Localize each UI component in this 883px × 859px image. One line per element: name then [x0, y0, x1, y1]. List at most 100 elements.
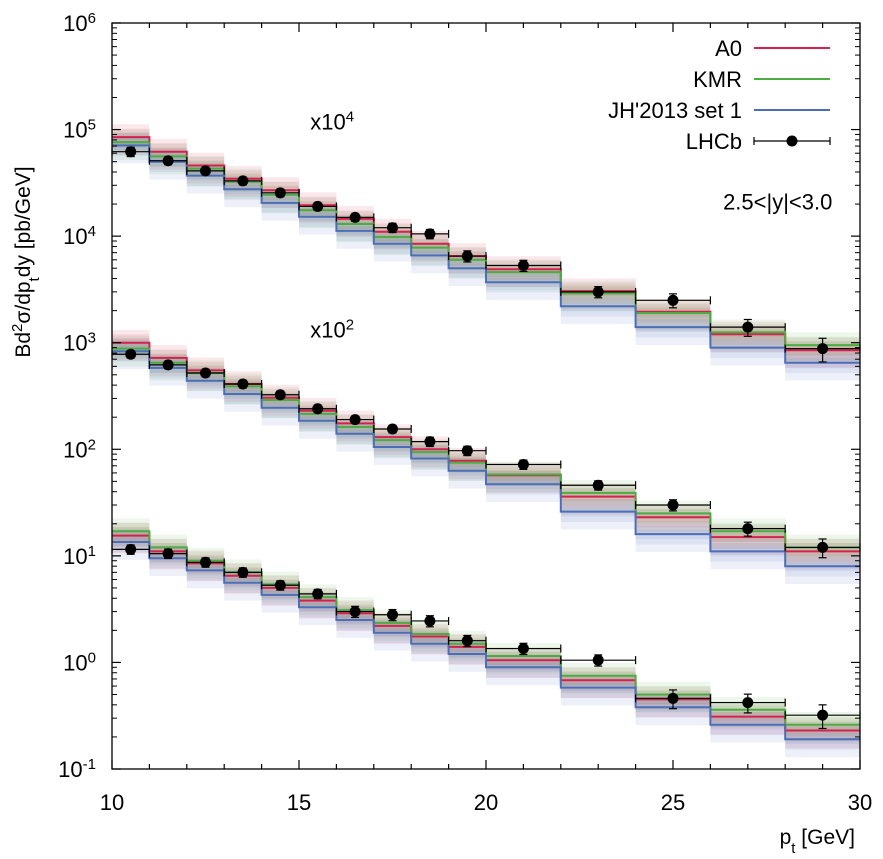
- y-tick-label-4: 104: [63, 223, 96, 250]
- band-jh2013-g1-b12-0: [635, 521, 711, 552]
- band-jh2013-g0-b7-0: [373, 230, 412, 262]
- legend-label: LHCb: [686, 129, 742, 154]
- lhcb-point-g0-7: [373, 222, 412, 234]
- band-jh2013-g1-b11-0: [560, 498, 636, 530]
- band-jh2013-g0-b13-0: [710, 334, 786, 366]
- band-jh2013-g0-b10-0: [486, 269, 561, 301]
- legend-label: A0: [715, 36, 742, 61]
- band-jh2013-g1-b10-0: [486, 471, 561, 503]
- legend-item-3: LHCb: [686, 129, 831, 154]
- legend-item-1: KMR: [693, 67, 830, 92]
- lhcb-point-g2-5: [298, 588, 337, 600]
- band-jh2013-g0-b11-0: [560, 293, 636, 325]
- lhcb-point-g2-8: [410, 615, 450, 628]
- lhcb-point-g2-13: [709, 693, 786, 714]
- marker: [387, 423, 398, 435]
- x-tick-label-25: 25: [661, 790, 685, 815]
- marker: [387, 222, 398, 234]
- marker: [162, 359, 174, 371]
- x-tick-labels: 10 15 20 25 30: [100, 790, 872, 815]
- marker: [742, 523, 754, 535]
- band-jh2013-g1-b6-0: [336, 420, 374, 452]
- lhcb-point-g0-12: [634, 293, 712, 309]
- lhcb-point-g2-1: [148, 548, 188, 560]
- lhcb-point-g1-9: [448, 445, 487, 457]
- y-axis-title: Bd2σ/dptdy [pb/GeV]: [9, 166, 43, 357]
- lhcb-point-g0-10: [485, 259, 562, 273]
- lhcb-point-g2-10: [485, 642, 562, 656]
- lhcb-point-g1-1: [148, 359, 188, 371]
- y-tick-label-1: 101: [63, 542, 96, 569]
- y-tick-label-6: 106: [63, 10, 96, 37]
- marker: [162, 155, 174, 167]
- marker: [349, 211, 361, 223]
- annotation-2: 2.5<|y|<3.0: [723, 190, 832, 215]
- marker: [237, 175, 249, 187]
- band-jh2013-g2-b5-0: [299, 594, 337, 626]
- marker: [237, 378, 249, 390]
- lhcb-point-g2-9: [448, 634, 487, 648]
- line-jh2013-g2: [112, 541, 860, 741]
- x-axis-title: pt [GeV]: [780, 826, 855, 857]
- y-tick-label--1: 10-1: [58, 756, 96, 783]
- y-tick-label-0: 100: [63, 649, 96, 676]
- marker: [424, 228, 436, 240]
- line-kmr-g0: [112, 141, 860, 347]
- legend-label: KMR: [693, 67, 742, 92]
- marker: [667, 499, 679, 511]
- marker: [461, 250, 473, 262]
- marker: [817, 541, 829, 553]
- marker: [517, 643, 529, 655]
- lhcb-point-g0-1: [148, 155, 188, 167]
- lhcb-point-g0-4: [261, 187, 300, 199]
- marker: [274, 579, 286, 591]
- marker: [125, 543, 137, 555]
- lhcb-point-g1-3: [223, 378, 263, 390]
- marker: [592, 286, 604, 298]
- lhcb-point-g2-2: [186, 556, 225, 568]
- marker: [592, 654, 604, 666]
- band-jh2013-g0-b12-0: [635, 314, 711, 345]
- marker: [162, 548, 174, 560]
- lhcb-point-g1-2: [186, 367, 225, 379]
- lhcb-point-g1-5: [298, 403, 337, 415]
- marker: [517, 458, 529, 470]
- legend-marker: [786, 135, 798, 147]
- marker: [742, 697, 754, 709]
- x-tick-label-30: 30: [848, 790, 872, 815]
- lhcb-point-g1-12: [634, 499, 712, 512]
- y-tick-label-2: 102: [63, 436, 96, 463]
- marker: [517, 260, 529, 272]
- band-a0-g2-b11-0: [560, 667, 636, 699]
- lhcb-point-g1-7: [373, 423, 412, 435]
- line-jh2013-g1: [112, 350, 860, 568]
- marker: [349, 414, 361, 426]
- lhcb-point-g1-13: [709, 521, 786, 537]
- band-jh2013-g2-b14-0: [785, 726, 860, 758]
- lhcb-point-g0-8: [410, 228, 450, 240]
- marker: [274, 389, 286, 401]
- x-tick-label-15: 15: [287, 790, 311, 815]
- legend: A0 KMR JH'2013 set 1 LHCb: [608, 36, 831, 154]
- legend-item-2: JH'2013 set 1: [608, 98, 830, 123]
- lhcb-point-g0-2: [186, 165, 225, 177]
- marker: [200, 556, 211, 568]
- marker: [312, 588, 324, 600]
- lhcb-point-g0-9: [448, 250, 487, 263]
- lhcb-point-g0-6: [335, 211, 375, 223]
- marker: [200, 165, 211, 177]
- lhcb-point-g1-8: [410, 436, 450, 448]
- marker: [312, 200, 324, 212]
- marker: [461, 445, 473, 457]
- band-jh2013-g1-b14-0: [785, 553, 860, 585]
- lhcb-point-g0-5: [298, 200, 337, 212]
- y-tick-labels: 10-1 100 101 102 103 104 105 106: [58, 10, 96, 783]
- marker: [312, 403, 324, 415]
- lhcb-point-g2-4: [261, 579, 300, 591]
- marker: [125, 146, 137, 158]
- marker: [125, 348, 137, 360]
- band-jh2013-g1-b8-0: [411, 445, 449, 477]
- band-a0-g2-b8-0: [411, 623, 449, 655]
- marker: [424, 615, 436, 627]
